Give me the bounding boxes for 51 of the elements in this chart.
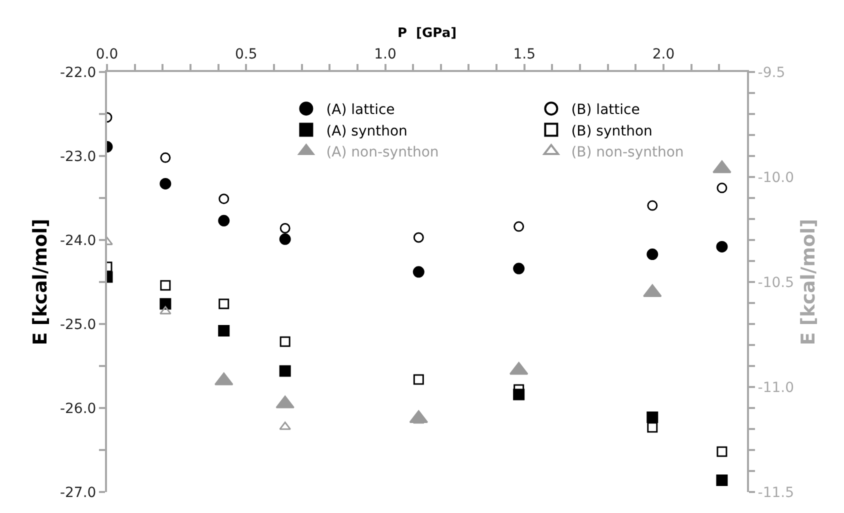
y-axis-title: E [kcal/mol] (29, 218, 52, 346)
point (716, 474, 728, 486)
y2-axis-title: E [kcal/mol] (797, 218, 820, 346)
legend-label: (A) synthon (326, 123, 408, 140)
y2-tick-label: -11.0 (758, 380, 794, 396)
point (218, 298, 230, 310)
point (218, 214, 230, 226)
point (160, 280, 171, 291)
point (218, 324, 230, 336)
point (716, 240, 728, 252)
y-tick-label: -22.0 (60, 64, 96, 81)
legend-label: (A) lattice (326, 102, 395, 118)
point (413, 232, 424, 243)
point (412, 266, 424, 278)
point (647, 422, 658, 433)
y2-tick-label: -10.5 (758, 274, 794, 291)
y-tick-label: -27.0 (60, 484, 96, 501)
y-tick-label: -26.0 (60, 400, 96, 417)
point (160, 152, 171, 163)
point (646, 248, 658, 260)
point (218, 194, 230, 204)
point (279, 365, 291, 377)
point (716, 446, 728, 457)
point (646, 411, 658, 423)
x-tick-label: 2.0 (652, 46, 675, 62)
point (279, 233, 291, 245)
legend-label: (B) non-synthon (571, 144, 684, 160)
point (513, 262, 525, 274)
point (647, 200, 658, 211)
x-tick-label: 0.5 (234, 46, 258, 62)
point (716, 182, 728, 194)
point (413, 374, 424, 385)
point (160, 298, 172, 310)
legend-label: (A) non-synthon (326, 144, 439, 160)
point (160, 178, 172, 190)
y-tick-label: -25.0 (60, 316, 96, 333)
x-tick-label: 1.0 (374, 46, 396, 62)
legend-label: (B) synthon (571, 123, 652, 140)
y2-tick-label: -11.5 (758, 484, 794, 501)
x-axis-title: P [GPa] (397, 26, 457, 41)
y2-tick-label: -9.5 (758, 64, 786, 81)
y-tick-label: -23.0 (60, 148, 96, 165)
point (280, 222, 290, 234)
y-tick-label: -24.0 (60, 232, 96, 249)
legend-label: (B) lattice (571, 102, 640, 118)
x-tick-label: 0.0 (96, 46, 118, 62)
point (280, 336, 290, 347)
point (514, 221, 524, 232)
y2-tick-label: -10.0 (758, 170, 794, 186)
x-tick-label: 1.5 (513, 46, 536, 62)
point (712, 160, 732, 174)
